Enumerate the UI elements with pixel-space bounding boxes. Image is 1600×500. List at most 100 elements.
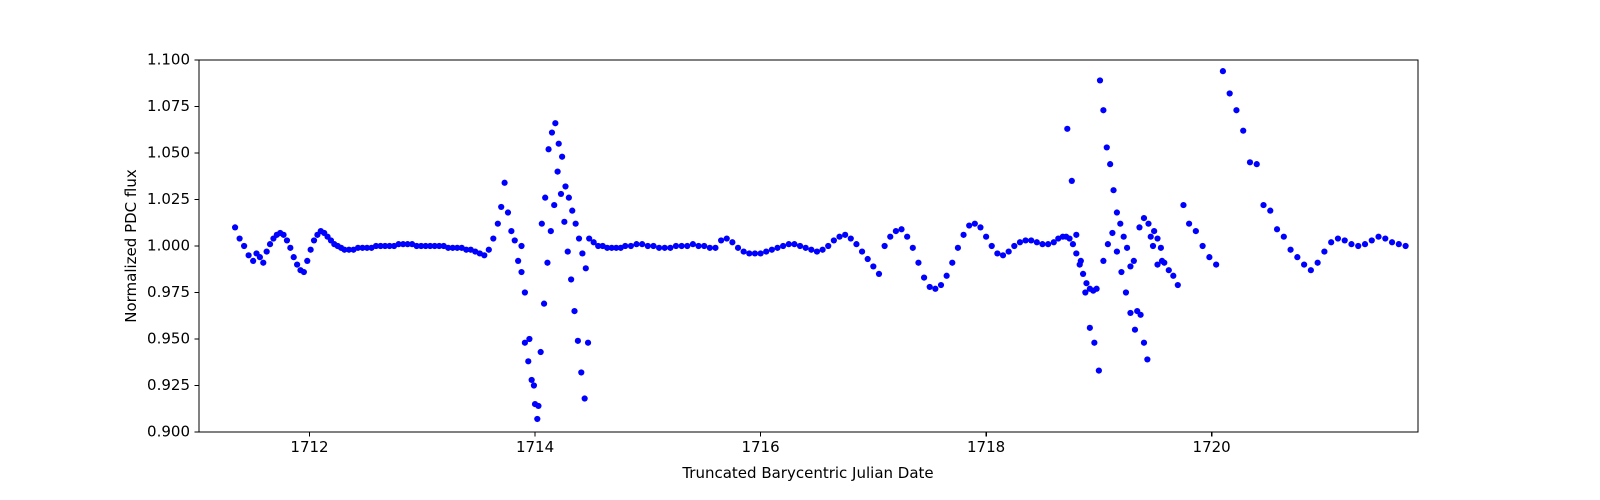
data-point [463, 246, 470, 253]
data-point [568, 276, 575, 283]
data-point [1131, 326, 1139, 333]
data-point [672, 242, 680, 250]
data-point [723, 235, 730, 242]
data-point [604, 244, 611, 251]
data-point [1100, 107, 1107, 114]
y-axis-ticks: 0.900 0.925 0.950 0.975 1.000 1.025 1.050 1.075… [147, 51, 199, 441]
y-tick-label: 0.900 [147, 423, 190, 441]
data-point [582, 265, 589, 272]
x-tick-label: 1712 [290, 438, 328, 456]
y-tick-label: 0.950 [147, 330, 190, 348]
data-point [1069, 241, 1077, 248]
data-point [1140, 339, 1148, 346]
data-point [518, 268, 525, 276]
data-point [1123, 244, 1131, 251]
data-point [504, 209, 512, 216]
data-point [1079, 270, 1087, 277]
data-point [569, 207, 576, 214]
x-tick-label: 1716 [741, 438, 779, 456]
data-point [1039, 241, 1046, 248]
data-point [1226, 90, 1233, 97]
data-point [825, 242, 832, 250]
data-point [994, 250, 1001, 257]
data-point [354, 244, 362, 251]
data-point [1287, 246, 1294, 253]
data-point [954, 244, 962, 251]
data-point [540, 300, 548, 307]
y-tick-label: 1.100 [147, 51, 190, 69]
data-point [1154, 235, 1161, 242]
data-point [307, 246, 314, 253]
y-tick-label: 1.000 [147, 237, 190, 255]
data-point [1402, 242, 1409, 250]
data-point [1157, 244, 1164, 251]
data-point [535, 402, 542, 410]
data-point [584, 339, 592, 346]
data-point [413, 242, 420, 250]
data-point [250, 257, 257, 264]
data-point [1307, 267, 1314, 274]
data-point [575, 235, 583, 242]
data-point [518, 242, 525, 250]
data-point [586, 235, 593, 242]
data-point [712, 244, 719, 251]
data-point [1240, 127, 1247, 134]
data-point [418, 242, 425, 250]
data-point [1091, 339, 1098, 346]
data-point [545, 146, 552, 153]
data-point [511, 237, 518, 244]
data-point [1086, 324, 1093, 331]
data-point [304, 257, 311, 264]
data-point [521, 339, 528, 346]
data-point [236, 235, 243, 242]
y-tick-label: 1.075 [147, 97, 190, 115]
data-point [1127, 263, 1134, 270]
data-point [559, 153, 566, 160]
data-point [1382, 235, 1389, 242]
data-point [836, 233, 843, 240]
data-point [875, 270, 883, 277]
data-point [1180, 201, 1187, 209]
data-point [858, 248, 866, 255]
data-point [999, 252, 1007, 259]
data-point [644, 242, 651, 250]
data-point [915, 259, 922, 266]
data-point [689, 241, 697, 248]
data-point [1082, 289, 1089, 296]
data-point [740, 248, 747, 255]
data-point [898, 226, 905, 233]
data-point [548, 129, 556, 136]
data-point [1109, 229, 1116, 237]
data-point [572, 220, 579, 227]
data-point [300, 268, 307, 276]
data-point [1273, 226, 1281, 233]
data-point [571, 308, 578, 315]
data-point [542, 194, 549, 201]
data-point [449, 244, 456, 251]
data-point [1280, 233, 1287, 240]
data-point [1011, 242, 1018, 250]
data-point [490, 235, 497, 242]
data-point [847, 235, 854, 242]
data-point [1246, 159, 1254, 166]
data-point [537, 348, 544, 356]
data-point [1120, 233, 1127, 240]
data-point [1033, 239, 1040, 246]
data-point [802, 244, 809, 251]
data-point [555, 140, 562, 147]
data-point [341, 246, 348, 253]
data-point [1151, 228, 1158, 235]
data-point [454, 244, 461, 251]
data-point [1064, 125, 1071, 132]
data-point [887, 233, 894, 240]
data-point [1095, 367, 1102, 374]
data-point [581, 395, 588, 402]
data-point [1199, 242, 1206, 250]
data-point [1219, 68, 1227, 75]
data-point [1066, 235, 1073, 242]
data-point [481, 252, 488, 259]
data-point [508, 228, 515, 235]
data-point [1005, 248, 1012, 255]
data-point [427, 242, 434, 250]
data-point [1016, 239, 1024, 246]
